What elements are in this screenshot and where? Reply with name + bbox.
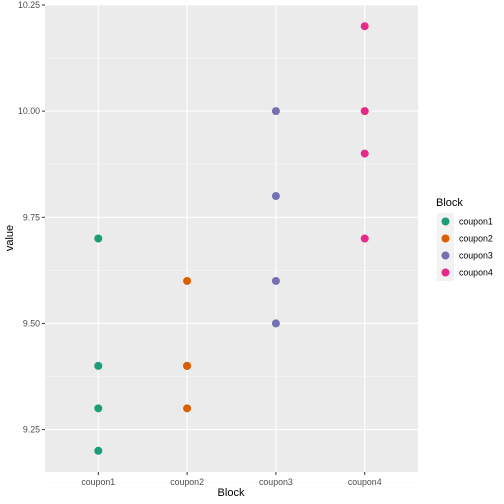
legend-swatch-coupon2	[441, 234, 450, 243]
legend-title: Block	[436, 197, 463, 209]
data-point-coupon3	[271, 319, 280, 328]
y-tick-label: 10.25	[18, 0, 40, 10]
data-point-coupon4	[360, 107, 369, 116]
data-point-coupon3	[271, 192, 280, 201]
data-point-coupon4	[360, 234, 369, 243]
x-axis-ticks: coupon1 coupon2 coupon3 coupon4	[81, 472, 382, 487]
data-point-coupon4	[360, 22, 369, 31]
data-point-coupon3	[271, 276, 280, 285]
legend-label-coupon3: coupon3	[459, 251, 493, 261]
plot-panel	[45, 5, 418, 472]
y-tick-label: 10.00	[18, 106, 40, 116]
x-tick-label: coupon4	[348, 477, 382, 487]
data-point-coupon1	[94, 361, 103, 370]
x-tick-label: coupon1	[81, 477, 115, 487]
legend-swatch-coupon3	[441, 251, 450, 260]
minor-gridlines	[45, 57, 418, 483]
y-tick-label: 9.75	[23, 212, 40, 222]
legend-label-coupon2: coupon2	[459, 234, 493, 244]
y-tick-label: 9.50	[23, 318, 40, 328]
x-tick-label: coupon2	[170, 477, 204, 487]
data-point-coupon1	[94, 404, 103, 413]
data-point-coupon2	[183, 404, 192, 413]
y-axis-ticks: 9.25 9.50 9.75 10.00 10.25	[18, 0, 45, 435]
data-point-coupon1	[94, 446, 103, 455]
data-point-coupon3	[271, 107, 280, 116]
legend-label-coupon4: coupon4	[459, 268, 493, 278]
x-axis-title: Block	[218, 487, 245, 499]
legend-label-coupon1: coupon1	[459, 217, 493, 227]
legend-swatch-coupon4	[441, 268, 450, 277]
y-axis-title: value	[4, 225, 16, 251]
data-points	[94, 22, 369, 455]
x-tick-label: coupon3	[259, 477, 293, 487]
legend-swatch-coupon1	[441, 217, 450, 226]
data-point-coupon2	[183, 361, 192, 370]
data-point-coupon4	[360, 149, 369, 158]
data-point-coupon2	[183, 276, 192, 285]
legend: Block coupon1 coupon2 coupon3 coupon4	[436, 197, 493, 281]
y-tick-label: 9.25	[23, 425, 40, 435]
data-point-coupon1	[94, 234, 103, 243]
